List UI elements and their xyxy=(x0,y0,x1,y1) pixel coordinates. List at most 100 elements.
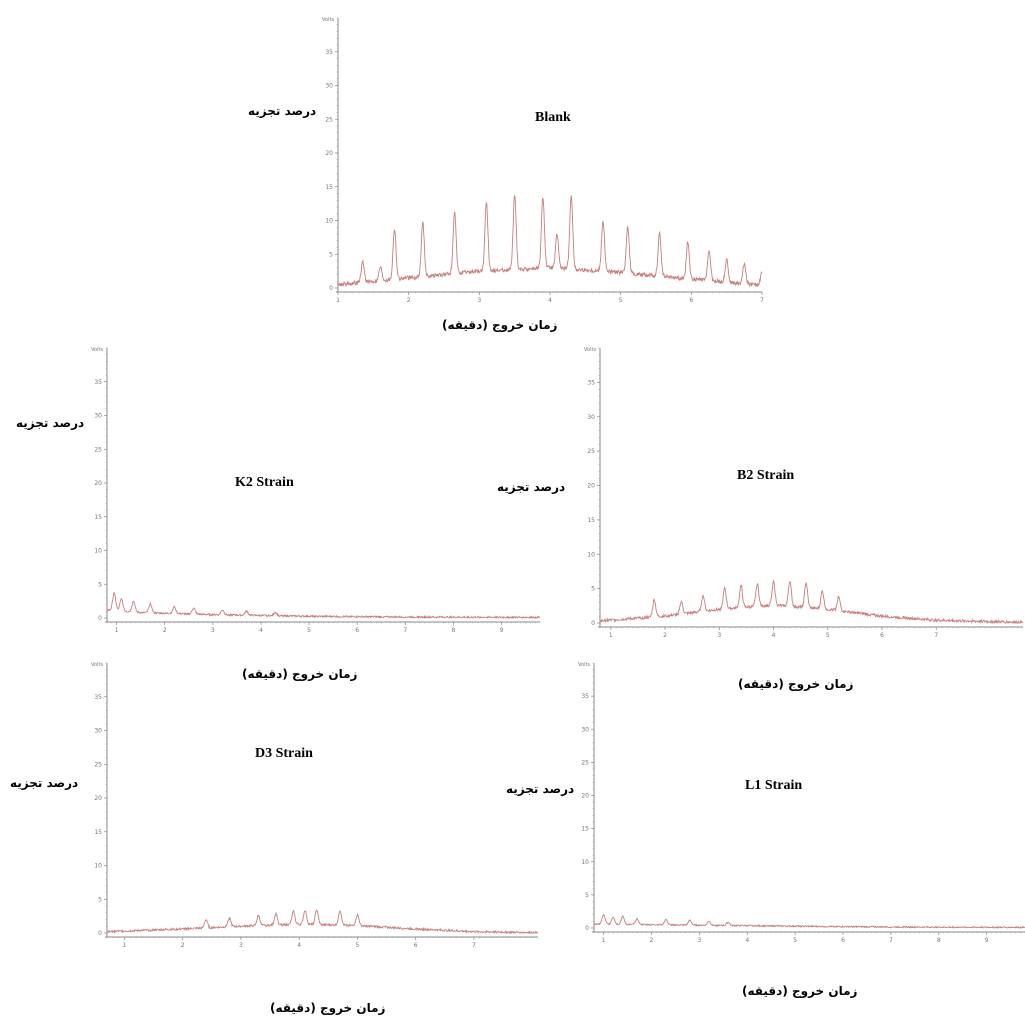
x-tick-label: 3 xyxy=(717,632,721,639)
y-tick-label: 20 xyxy=(94,480,102,487)
y-tick-label: 10 xyxy=(94,548,102,555)
chart-b2: Volts 0 5 10 15 20 25 30 35 1 2 3 4 5 6 7 درصد تجزیه B2… xyxy=(480,340,1025,691)
x-tick-label: 3 xyxy=(477,297,481,304)
y-tick-label: 0 xyxy=(98,615,102,622)
y-tick-label: 15 xyxy=(581,826,589,833)
x-tick-label: 6 xyxy=(689,297,693,304)
y-tick-label: 35 xyxy=(587,379,595,386)
chart-d3-title: D3 Strain xyxy=(255,746,313,761)
x-tick-label: 3 xyxy=(211,627,215,634)
x-tick-label: 9 xyxy=(500,627,504,634)
y-tick-label: 0 xyxy=(585,925,589,932)
y-tick-label: 30 xyxy=(325,83,333,90)
y-axis-unit: Volts xyxy=(584,347,596,353)
y-tick-label: 30 xyxy=(587,414,595,421)
x-tick-label: 6 xyxy=(880,632,884,639)
x-tick-label: 4 xyxy=(745,937,749,944)
x-tick-label: 5 xyxy=(826,632,830,639)
chart-b2-xlabel: زمان خروج (دقیقه) xyxy=(738,677,854,691)
y-tick-label: 35 xyxy=(325,49,333,56)
y-tick-label: 30 xyxy=(94,728,102,735)
y-tick-label: 25 xyxy=(581,759,589,766)
y-axis-unit: Volts xyxy=(578,662,590,668)
chart-k2-title: K2 Strain xyxy=(235,475,294,490)
y-tick-label: 35 xyxy=(94,379,102,386)
x-tick-label: 7 xyxy=(760,297,764,304)
y-tick-label: 0 xyxy=(591,620,595,627)
x-tick-label: 8 xyxy=(937,937,941,944)
chromatogram-trace xyxy=(337,195,763,288)
x-tick-label: 7 xyxy=(889,937,893,944)
chart-b2-svg: Volts 0 5 10 15 20 25 30 35 1 2 3 4 5 6 7 xyxy=(584,347,1024,639)
y-tick-label: 20 xyxy=(94,795,102,802)
y-tick-label: 5 xyxy=(329,251,333,258)
chart-d3: Volts 0 5 10 15 20 25 30 35 1 2 3 4 5 6 7 درصد تجزیه D3… xyxy=(0,655,580,1019)
y-tick-label: 30 xyxy=(581,726,589,733)
x-tick-label: 1 xyxy=(123,942,127,949)
y-tick-label: 10 xyxy=(581,859,589,866)
x-tick-label: 7 xyxy=(472,942,476,949)
y-axis-unit: Volts xyxy=(91,662,103,668)
y-tick-label: 15 xyxy=(94,829,102,836)
chart-d3-svg: Volts 0 5 10 15 20 25 30 35 1 2 3 4 5 6 7 xyxy=(91,662,539,949)
chromatogram-trace xyxy=(106,909,539,935)
y-tick-label: 25 xyxy=(325,116,333,123)
x-tick-label: 4 xyxy=(297,942,301,949)
x-tick-label: 6 xyxy=(355,627,359,634)
x-tick-label: 5 xyxy=(307,627,311,634)
x-tick-label: 7 xyxy=(403,627,407,634)
chart-blank: Volts 0 5 10 15 20 25 30 35 1 2 3 4 5 6 7 درصد تجزیه Bl… xyxy=(0,0,1025,340)
chart-blank-ylabel: درصد تجزیه xyxy=(248,104,317,118)
y-tick-label: 0 xyxy=(329,285,333,292)
x-tick-label: 4 xyxy=(548,297,552,304)
y-tick-label: 5 xyxy=(591,586,595,593)
y-tick-label: 15 xyxy=(587,517,595,524)
x-tick-label: 5 xyxy=(356,942,360,949)
x-tick-label: 1 xyxy=(336,297,340,304)
x-tick-label: 1 xyxy=(115,627,119,634)
y-tick-label: 5 xyxy=(585,892,589,899)
x-tick-label: 4 xyxy=(259,627,263,634)
y-tick-label: 20 xyxy=(325,150,333,157)
y-tick-label: 20 xyxy=(587,483,595,490)
x-tick-label: 2 xyxy=(663,632,667,639)
x-tick-label: 8 xyxy=(451,627,455,634)
chromatogram-trace xyxy=(106,592,541,620)
x-tick-label: 2 xyxy=(181,942,185,949)
y-tick-label: 10 xyxy=(325,218,333,225)
chart-d3-ylabel: درصد تجزیه xyxy=(10,776,79,790)
x-tick-label: 1 xyxy=(609,632,613,639)
x-tick-label: 3 xyxy=(697,937,701,944)
x-tick-label: 2 xyxy=(650,937,654,944)
y-axis-unit: Volts xyxy=(322,17,334,23)
y-tick-label: 0 xyxy=(98,930,102,937)
y-tick-label: 35 xyxy=(581,693,589,700)
y-tick-label: 30 xyxy=(94,413,102,420)
chart-b2-ylabel: درصد تجزیه xyxy=(497,480,566,494)
chart-l1-title: L1 Strain xyxy=(745,778,803,793)
chart-k2-svg: Volts 0 5 10 15 20 25 30 35 1 2 3 4 5 6 7 8 9 xyxy=(91,347,541,634)
x-tick-label: 4 xyxy=(772,632,776,639)
y-tick-label: 25 xyxy=(94,446,102,453)
chart-k2-xlabel: زمان خروج (دقیقه) xyxy=(242,667,358,681)
x-tick-label: 9 xyxy=(985,937,989,944)
y-tick-label: 5 xyxy=(98,896,102,903)
x-tick-label: 3 xyxy=(239,942,243,949)
y-tick-label: 25 xyxy=(94,761,102,768)
chart-b2-title: B2 Strain xyxy=(737,468,795,483)
chromatogram-trace xyxy=(599,580,1024,625)
x-tick-label: 5 xyxy=(793,937,797,944)
y-tick-label: 10 xyxy=(94,863,102,870)
x-tick-label: 1 xyxy=(602,937,606,944)
y-tick-label: 20 xyxy=(581,793,589,800)
chart-l1-svg: Volts 0 5 10 15 20 25 30 35 1 2 3 4 5 6 7 8 9 xyxy=(578,662,1025,944)
y-tick-label: 35 xyxy=(94,694,102,701)
chart-blank-svg: Volts 0 5 10 15 20 25 30 35 1 2 3 4 5 6 7 xyxy=(322,17,764,304)
chart-k2-ylabel: درصد تجزیه xyxy=(16,416,85,430)
x-tick-label: 2 xyxy=(163,627,167,634)
chart-blank-title: Blank xyxy=(535,110,571,125)
chart-k2: Volts 0 5 10 15 20 25 30 35 1 2 3 4 5 6 7 8 9 درصد تجزیه … xyxy=(0,340,580,681)
chart-l1-ylabel: درصد تجزیه xyxy=(506,782,575,796)
x-tick-label: 6 xyxy=(414,942,418,949)
x-tick-label: 7 xyxy=(934,632,938,639)
